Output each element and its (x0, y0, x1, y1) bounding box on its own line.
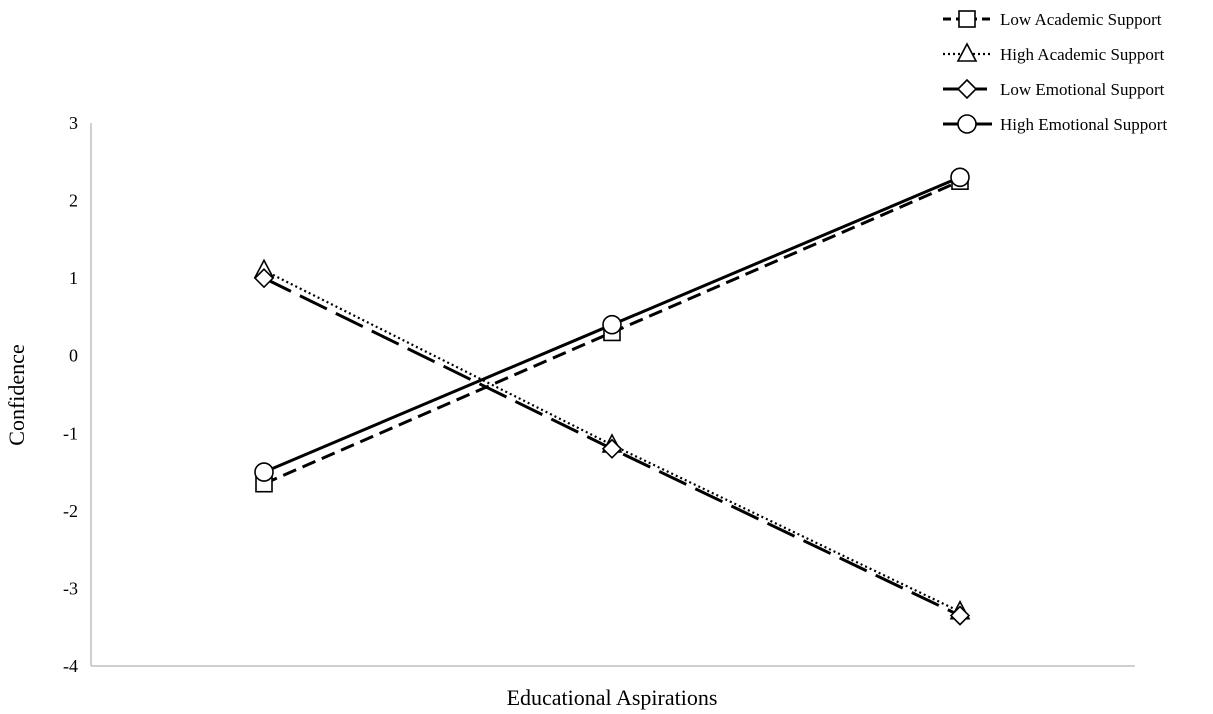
series-line-high-academic-support (263, 269, 961, 613)
legend-label: Low Emotional Support (1000, 80, 1165, 99)
legend-label: High Academic Support (1000, 45, 1165, 64)
data-point-high-emotional-support (950, 167, 970, 188)
x-axis-label: Educational Aspirations (507, 685, 718, 710)
legend-marker (956, 78, 978, 100)
y-tick-label: 2 (69, 191, 78, 211)
y-axis-label: Confidence (4, 344, 29, 445)
data-point-high-emotional-support (602, 314, 622, 335)
data-point-low-emotional-support (253, 268, 275, 289)
series-markers (253, 167, 971, 626)
y-tick-label: 1 (69, 268, 78, 288)
y-tick-label: 0 (69, 346, 78, 366)
legend-entry-high-academic-support: High Academic Support (943, 42, 1165, 64)
legend-entry-low-emotional-support: Low Emotional Support (943, 78, 1165, 100)
data-point-low-emotional-support (601, 438, 623, 459)
legend-entry-high-emotional-support: High Emotional Support (943, 114, 1167, 134)
axes (90, 123, 1135, 667)
y-tick-label: 3 (69, 113, 78, 133)
y-tick-labels: 3 2 1 0 -1 -2 -3 -4 (63, 113, 78, 676)
data-point-high-emotional-support (254, 462, 274, 482)
y-tick-label: -2 (63, 501, 78, 521)
legend-marker (958, 10, 976, 28)
series-lines (263, 175, 961, 617)
legend: Low Academic Support High Academic Suppor… (943, 10, 1167, 134)
legend-label: High Emotional Support (1000, 115, 1167, 134)
legend-entry-low-academic-support: Low Academic Support (943, 10, 1162, 29)
legend-marker (957, 114, 977, 134)
y-tick-label: -4 (63, 656, 78, 676)
y-tick-label: -3 (63, 578, 78, 598)
data-point-low-emotional-support (949, 605, 971, 626)
legend-marker (956, 42, 978, 62)
legend-label: Low Academic Support (1000, 10, 1162, 29)
y-tick-label: -1 (63, 423, 78, 443)
